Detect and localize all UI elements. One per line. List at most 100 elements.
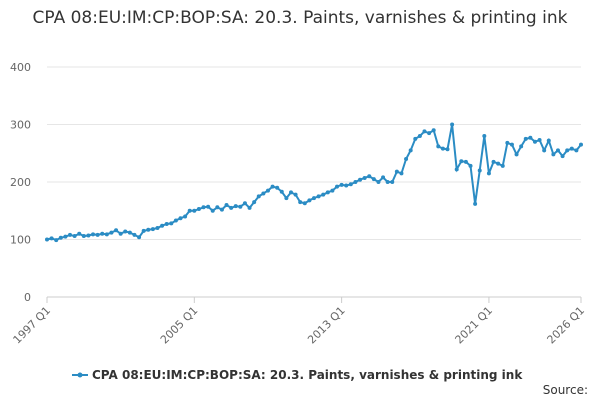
point	[362, 175, 367, 180]
point	[183, 214, 188, 219]
point	[104, 232, 109, 237]
point	[353, 180, 358, 184]
point	[72, 234, 77, 239]
point	[330, 188, 335, 193]
point	[500, 163, 505, 168]
point	[169, 221, 174, 226]
point	[192, 208, 197, 213]
point	[427, 131, 432, 136]
point	[95, 232, 100, 237]
point	[367, 174, 372, 179]
y-tick-label: 400	[10, 61, 31, 74]
point	[371, 177, 376, 182]
point	[321, 192, 326, 197]
point	[307, 198, 312, 203]
point	[399, 171, 404, 176]
point	[335, 184, 340, 189]
point	[459, 159, 464, 164]
point	[509, 142, 514, 147]
point	[325, 190, 330, 195]
x-tick-label: 2013 Q1	[305, 304, 348, 347]
point	[293, 192, 298, 197]
point	[486, 171, 491, 176]
chart-title: CPA 08:EU:IM:CP:BOP:SA: 20.3. Paints, va…	[32, 8, 568, 28]
point	[242, 201, 247, 206]
point	[574, 148, 579, 153]
point	[422, 129, 427, 134]
point	[252, 200, 257, 205]
point	[348, 182, 353, 187]
point	[224, 203, 229, 207]
point	[376, 180, 381, 184]
point	[551, 152, 556, 157]
point	[284, 196, 289, 201]
point	[358, 177, 363, 182]
point	[238, 204, 243, 209]
point	[440, 146, 445, 151]
point	[206, 204, 211, 209]
point	[215, 205, 220, 210]
point	[385, 180, 390, 184]
point	[546, 138, 551, 143]
point	[91, 232, 96, 237]
point	[514, 152, 519, 157]
point	[63, 234, 68, 239]
source: Source:	[543, 383, 588, 397]
point	[141, 228, 146, 233]
point	[417, 134, 422, 138]
point	[468, 163, 473, 168]
point	[45, 237, 49, 242]
point	[390, 180, 395, 184]
point	[339, 182, 344, 187]
point	[579, 142, 583, 147]
point	[496, 161, 501, 166]
point	[68, 232, 73, 237]
point	[312, 196, 316, 201]
point	[482, 134, 487, 138]
point	[537, 138, 542, 143]
point	[49, 236, 54, 241]
point	[436, 144, 441, 149]
point	[463, 159, 468, 164]
point	[132, 232, 137, 237]
point	[408, 148, 413, 153]
point	[288, 190, 293, 195]
point	[404, 157, 409, 161]
point	[150, 227, 155, 232]
point	[565, 148, 570, 153]
point	[560, 154, 565, 159]
point	[178, 216, 183, 221]
point	[569, 146, 574, 151]
point	[413, 136, 418, 141]
x-tick-label: 2005 Q1	[158, 304, 201, 347]
point	[210, 208, 215, 213]
point	[298, 200, 303, 205]
point	[519, 144, 524, 149]
point	[123, 229, 128, 234]
point	[146, 227, 151, 232]
point	[86, 233, 91, 238]
point	[275, 185, 280, 190]
point	[394, 169, 399, 174]
y-tick-label: 0	[24, 291, 31, 304]
legend-label: CPA 08:EU:IM:CP:BOP:SA: 20.3. Paints, va…	[92, 368, 523, 382]
point	[118, 231, 123, 236]
point	[542, 148, 547, 153]
point	[114, 228, 119, 233]
point	[491, 159, 496, 164]
point	[127, 230, 132, 235]
point	[473, 201, 478, 206]
x-tick-label: 2021 Q1	[453, 304, 496, 347]
point	[450, 122, 455, 127]
point	[100, 231, 105, 236]
point	[344, 183, 349, 188]
point	[173, 218, 178, 223]
point	[265, 188, 270, 193]
point	[445, 147, 450, 152]
point	[109, 230, 114, 235]
point	[381, 175, 386, 180]
point	[229, 205, 234, 210]
point	[164, 221, 169, 226]
